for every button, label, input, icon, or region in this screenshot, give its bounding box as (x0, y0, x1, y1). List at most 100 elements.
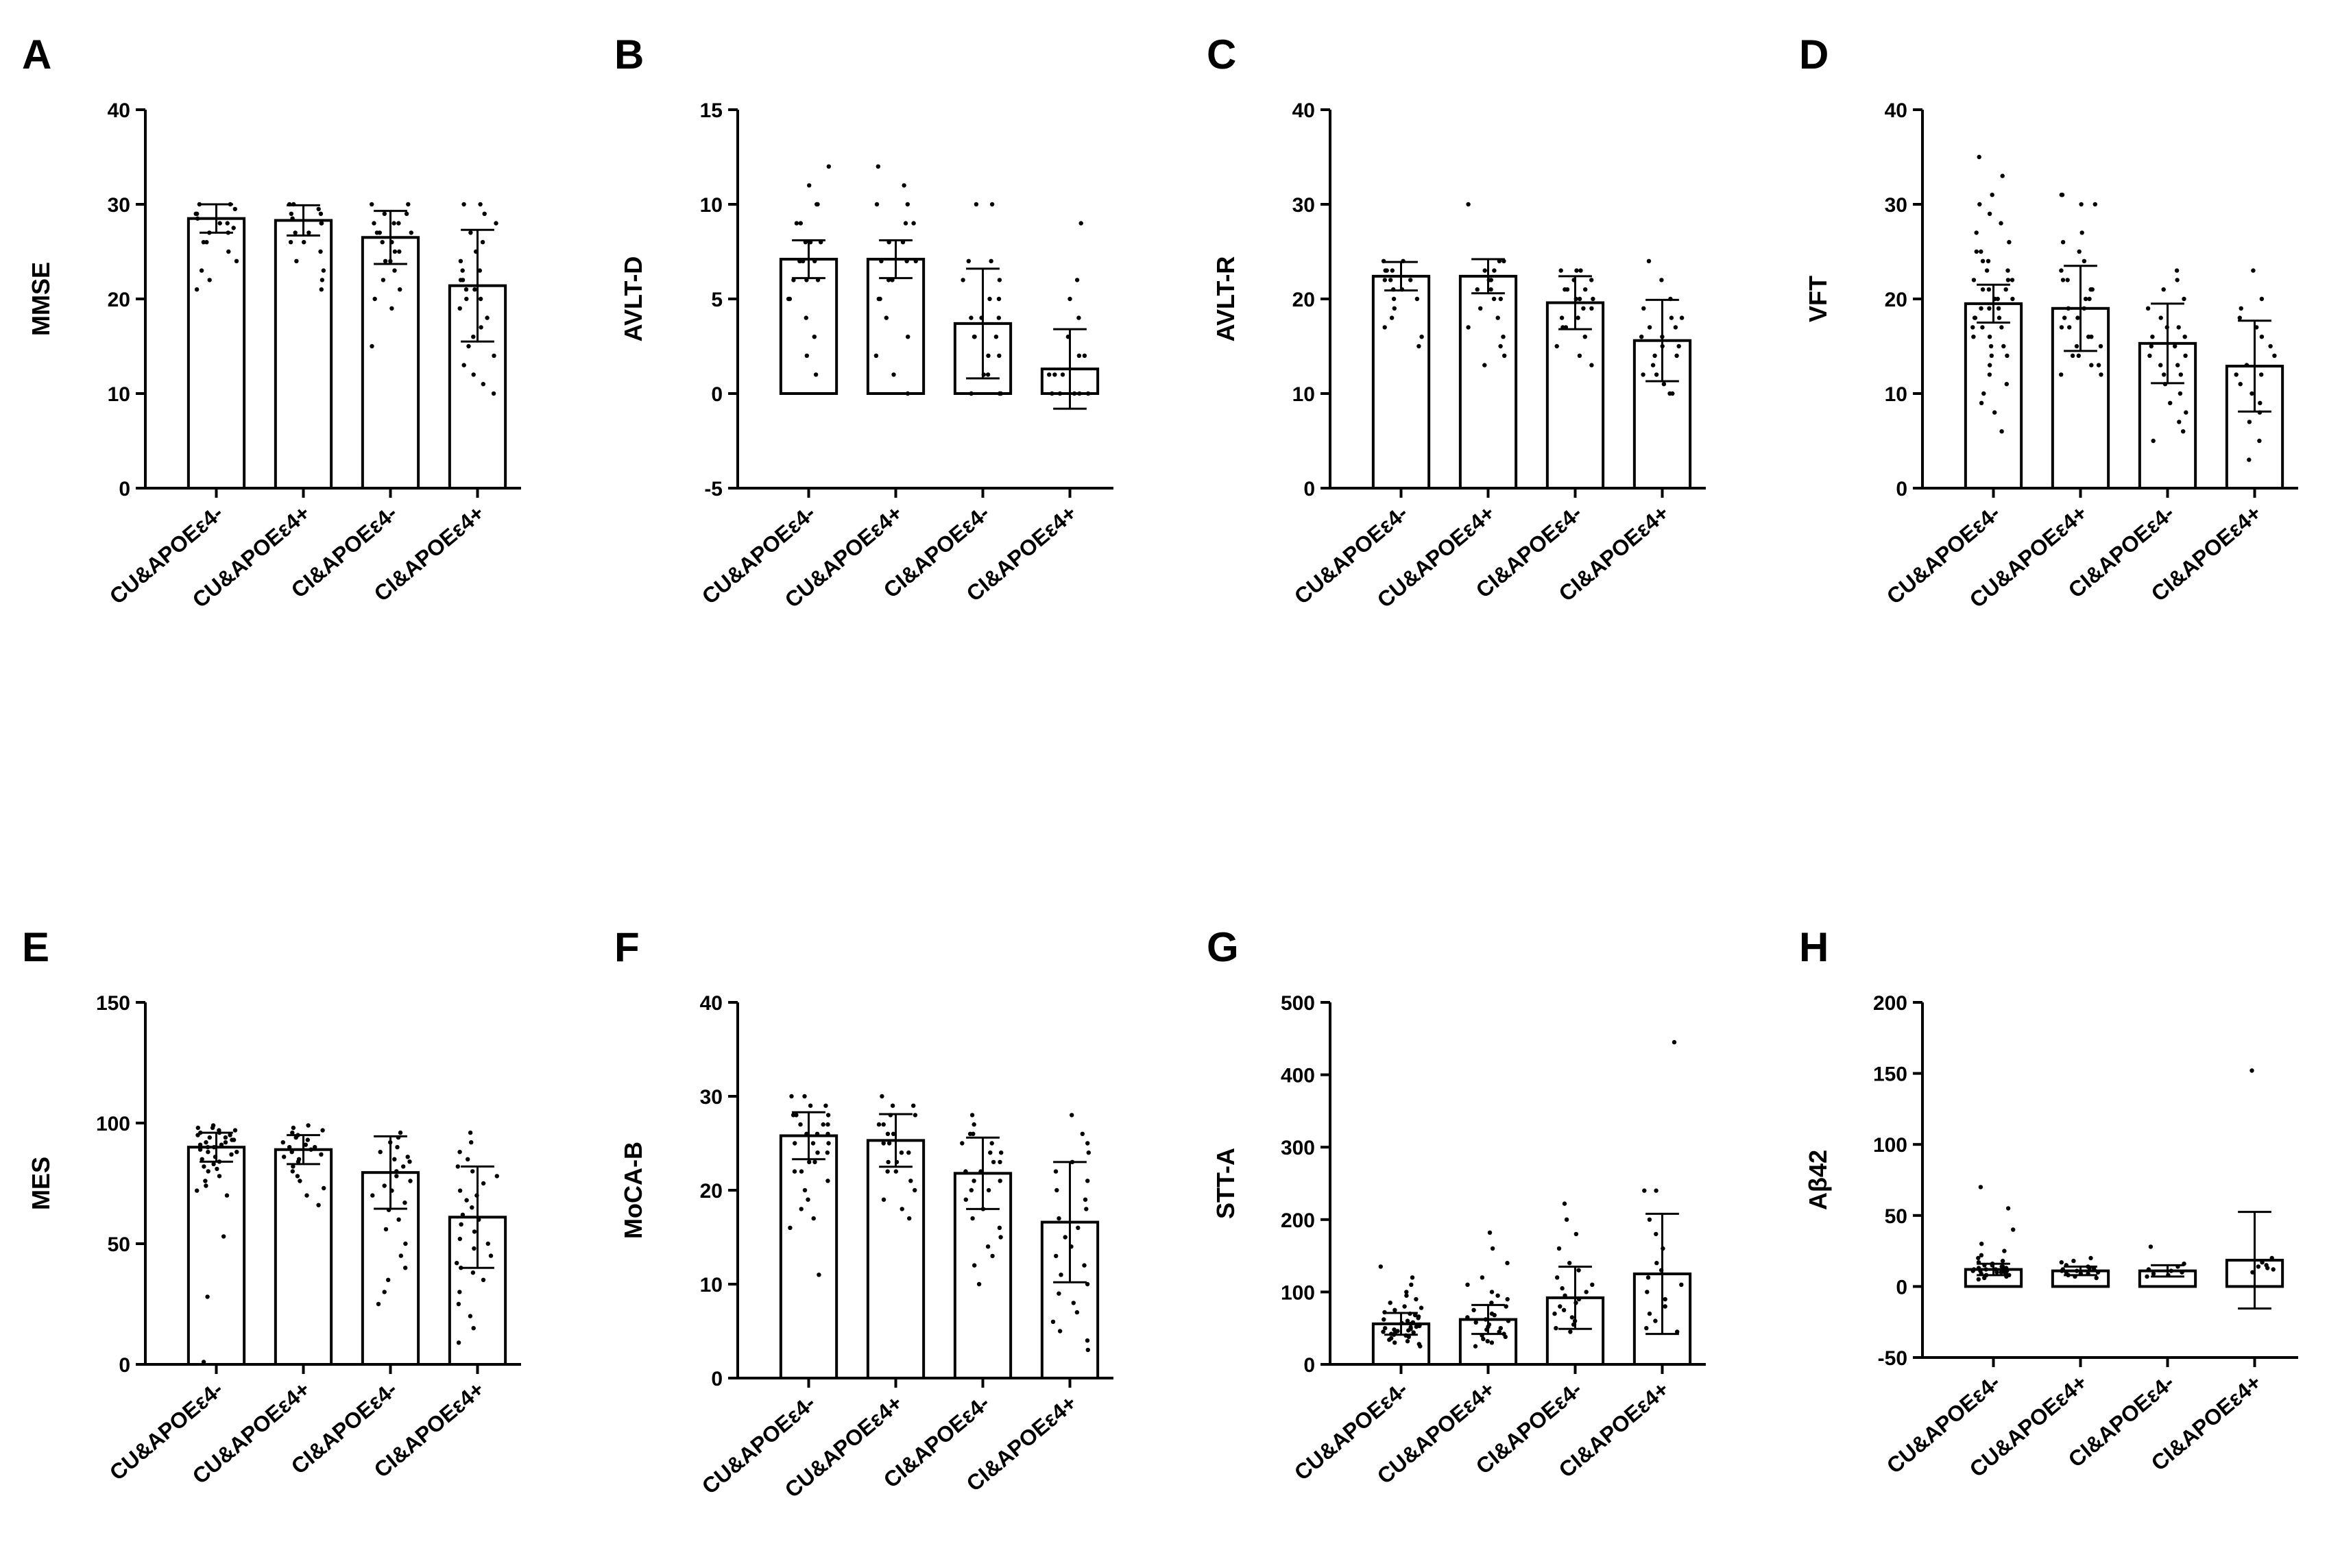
data-point (405, 1155, 410, 1159)
data-point (1416, 343, 1421, 349)
data-point (807, 183, 812, 188)
data-point (1071, 1301, 1076, 1305)
data-point (211, 1161, 216, 1167)
data-point (1645, 1275, 1651, 1280)
data-point (318, 211, 324, 216)
data-point (2098, 343, 2103, 349)
data-point (802, 1094, 807, 1099)
data-point (232, 206, 237, 212)
data-point (1050, 391, 1054, 396)
data-point (2089, 335, 2094, 339)
data-point (821, 1122, 825, 1127)
data-point (1647, 325, 1652, 330)
y-tick-label: 20 (700, 1180, 723, 1203)
data-point (1501, 335, 1506, 339)
data-point (808, 1103, 813, 1108)
data-point (1650, 363, 1656, 367)
data-point (1465, 1315, 1470, 1320)
data-point (1987, 306, 1992, 311)
data-point (1977, 154, 1981, 160)
data-point (492, 353, 496, 358)
y-tick-label: 40 (108, 99, 130, 122)
data-point (1577, 353, 1582, 358)
data-point (1641, 372, 1645, 377)
data-point (2158, 363, 2163, 367)
data-point (372, 296, 377, 302)
y-tick-label: 5 (711, 289, 723, 311)
data-point (911, 221, 916, 226)
data-point (2000, 1258, 2005, 1264)
data-point (2145, 306, 2151, 311)
y-tick-label: 20 (1885, 289, 1907, 311)
data-point (960, 1141, 965, 1146)
data-point (234, 258, 239, 263)
data-point (215, 1166, 219, 1172)
data-point (374, 230, 380, 235)
data-point (798, 221, 804, 226)
bar-1 (1371, 274, 1431, 490)
data-point (913, 1113, 918, 1118)
data-point (380, 240, 385, 245)
data-point (997, 278, 1002, 282)
data-point (985, 372, 991, 377)
data-point (1976, 1255, 1981, 1261)
data-point (786, 296, 791, 302)
data-point (1497, 1329, 1501, 1334)
data-point (881, 1197, 886, 1202)
data-point (2259, 335, 2265, 339)
data-point (1999, 325, 2004, 330)
data-point (485, 1241, 490, 1246)
data-point (1554, 343, 1559, 349)
data-point (1382, 1317, 1386, 1322)
data-point (961, 278, 965, 282)
data-point (398, 1130, 403, 1135)
data-point (1381, 1329, 1386, 1334)
y-tick-label: 20 (108, 289, 130, 311)
data-point (481, 1181, 486, 1186)
data-point (1555, 1275, 1560, 1280)
data-point (886, 1141, 892, 1146)
data-point (996, 296, 1002, 302)
data-point (2247, 457, 2252, 462)
bar-2 (866, 1139, 926, 1379)
bar-1 (779, 1134, 839, 1380)
data-point (221, 1234, 226, 1239)
data-point (1577, 296, 1582, 302)
data-point (457, 1290, 462, 1294)
data-point (899, 1150, 904, 1155)
data-point (203, 1179, 208, 1183)
panel-D: D010203040VFTCU&APOEε4-CU&APOEε4+CI&APOE… (1799, 32, 2298, 612)
data-point (970, 1216, 975, 1221)
data-point (472, 287, 477, 292)
data-point (206, 1150, 210, 1155)
data-point (457, 306, 462, 311)
data-point (1485, 1339, 1490, 1344)
data-point (1986, 258, 1991, 263)
data-point (1576, 1268, 1581, 1273)
data-point (1979, 1253, 1984, 1258)
data-point (1392, 306, 1397, 311)
data-point (392, 1157, 397, 1162)
y-tick-label: 15 (700, 99, 723, 122)
data-point (455, 1261, 459, 1266)
data-point (223, 1135, 228, 1140)
y-tick-label: 100 (1281, 1281, 1315, 1304)
data-point (825, 1179, 830, 1183)
data-point (471, 372, 476, 377)
data-point (406, 202, 411, 207)
data-point (907, 1216, 912, 1221)
data-point (2181, 429, 2186, 434)
data-point (1980, 258, 1986, 263)
data-point (967, 1131, 973, 1137)
data-point (396, 1217, 401, 1222)
data-point (392, 268, 397, 273)
y-tick-label: 0 (1303, 478, 1315, 500)
panel-G: G0100200300400500STT-ACU&APOEε4-CU&APOEε… (1207, 924, 1706, 1488)
data-point (986, 1187, 991, 1193)
data-point (461, 363, 466, 367)
data-point (1980, 325, 1985, 330)
data-point (457, 1188, 463, 1193)
data-point (295, 1159, 301, 1164)
data-point (2151, 1271, 2156, 1277)
data-point (1672, 1039, 1677, 1045)
